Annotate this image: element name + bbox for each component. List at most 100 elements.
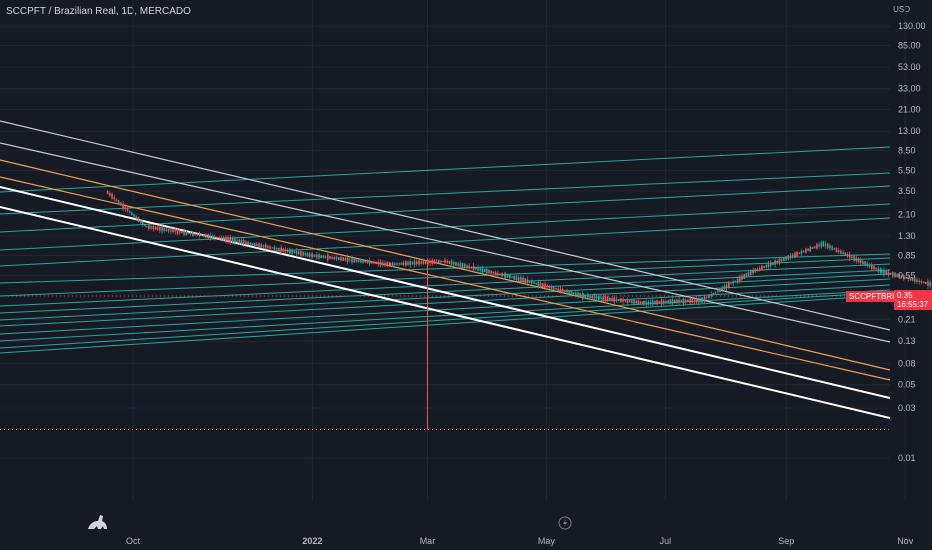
candle-body [584,295,587,297]
candle-body [156,226,159,231]
candle-body [260,244,263,248]
fan-line [0,257,891,297]
candle-body [293,251,296,253]
candle-body [137,217,140,222]
candle-body [736,278,739,283]
candle-body [490,270,492,274]
candle-body [833,248,836,250]
candle-body [725,284,728,289]
candle-body [200,234,203,237]
lightning-icon[interactable] [558,516,572,530]
candle-body [581,293,584,298]
candle-body [342,257,344,261]
candle-body [747,272,750,276]
y-tick-label: 33.00 [898,84,921,94]
candle-body [311,253,314,258]
candle-body [386,262,388,266]
candle-body [424,260,427,264]
candle-body [240,239,243,245]
fan-line [0,253,891,284]
candle-body [218,237,221,239]
candle-body [211,235,214,239]
candle-body [807,248,809,251]
candle-body [691,298,694,303]
candle-body [909,277,912,281]
candle-body [346,257,349,262]
candle-body [813,246,816,249]
candle-body [824,243,827,246]
candle-body [892,272,894,277]
candle-body [769,263,772,266]
dinosaur-logo-icon [88,515,107,529]
candle-body [831,246,833,250]
candle-body [698,298,700,303]
channel-line [0,120,891,331]
candle-body [142,222,144,225]
candle-body [455,261,457,266]
candle-body [324,256,327,258]
candle-body [811,247,814,249]
candle-body [278,247,280,251]
candle-body [501,272,503,277]
candle-body [284,249,287,252]
candle-body [864,261,866,266]
candle-body [483,268,486,273]
candle-body [267,246,269,248]
candle-body [192,231,194,237]
candle-body [503,274,506,276]
y-tick-label: 0.08 [898,358,916,368]
candle-body [654,300,656,305]
candle-body [331,256,333,259]
candle-body [269,246,271,249]
candle-body [214,236,216,239]
candle-body [700,298,702,303]
candle-body [442,260,444,262]
candle-body [626,299,629,303]
candle-body [459,263,462,267]
candle-body [717,290,719,292]
candle-body [258,243,260,248]
candle-body [126,208,129,212]
last-price: 0.35 [897,291,913,300]
candle-body [135,216,138,219]
candle-body [577,292,579,297]
candle-body [411,262,414,265]
candle-body [903,274,905,280]
candle-body [835,247,838,253]
currency-label: USD [893,5,910,14]
candle-body [857,258,860,263]
candle-body [511,276,513,278]
candle-body [405,261,407,266]
candle-body [927,281,929,286]
candle-body [624,300,627,302]
candle-body [651,300,654,305]
candle-body [422,261,425,264]
candle-body [548,285,551,289]
candle-body [161,226,163,232]
candle-body [818,244,820,247]
candle-body [256,244,258,246]
y-tick-label: 13.00 [898,126,921,136]
candle-body [645,301,647,305]
fan-line [0,289,891,342]
candle-body [194,233,196,235]
candle-body [883,270,885,274]
candle-body [196,233,199,236]
price-badge: 0.35 16:55:37 [894,290,932,310]
candle-body [183,230,185,235]
candle-body [513,275,516,280]
candle-body [765,265,768,268]
x-tick-label: Nov [897,536,914,546]
candle-body [582,293,585,299]
candle-body [719,288,721,292]
candle-body [579,293,582,298]
candle-body [635,301,638,304]
candle-body [509,274,511,279]
candle-body [139,219,142,223]
fan-line [0,278,891,327]
y-tick-label: 0.01 [898,453,916,463]
candle-body [450,260,453,265]
candle-body [673,299,676,304]
candle-body [431,260,433,264]
